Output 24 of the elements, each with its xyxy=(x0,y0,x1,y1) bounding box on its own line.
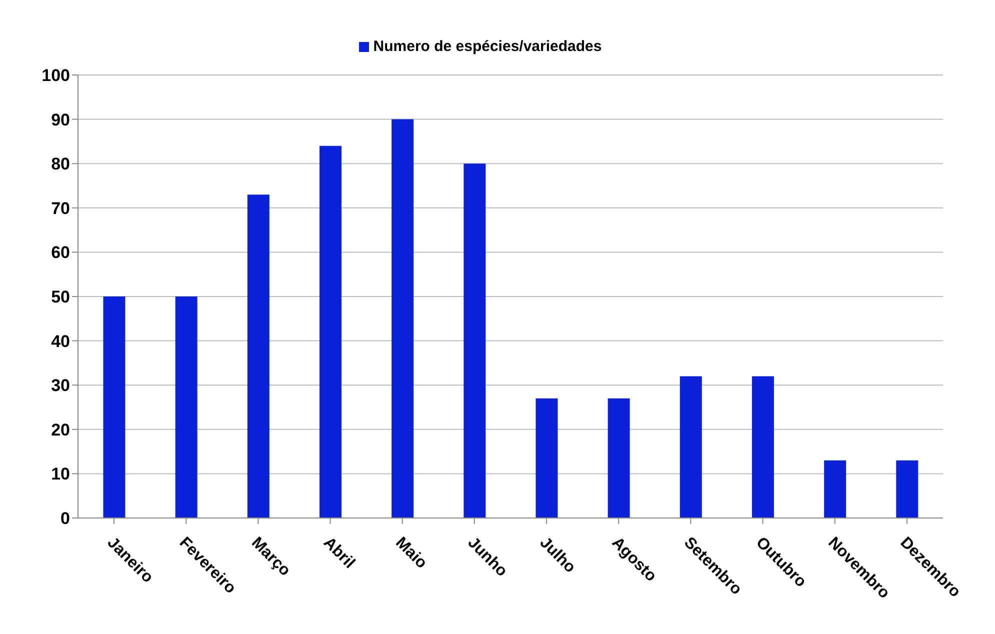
y-tick-label: 30 xyxy=(51,376,70,396)
y-tick-label: 50 xyxy=(51,288,70,307)
y-tick-label: 70 xyxy=(51,198,70,218)
y-tick-label: 20 xyxy=(51,420,70,440)
y-tick-label: 60 xyxy=(51,243,70,262)
y-tick-label: 40 xyxy=(51,332,70,351)
y-tick-label: 10 xyxy=(51,464,70,484)
bar xyxy=(319,146,342,518)
bar xyxy=(175,296,198,518)
bar xyxy=(103,296,126,518)
bar xyxy=(896,460,918,518)
bar xyxy=(536,398,558,518)
bar xyxy=(680,376,702,518)
bar xyxy=(608,398,630,518)
y-tick-label: 100 xyxy=(42,66,70,86)
y-tick-label: 0 xyxy=(60,509,70,528)
legend-label: Numero de espécies/variedades xyxy=(373,38,602,55)
y-tick-label: 90 xyxy=(51,110,70,130)
bar xyxy=(752,376,774,518)
bar xyxy=(464,164,486,518)
bar xyxy=(392,119,414,518)
y-tick-label: 80 xyxy=(51,154,70,174)
bar xyxy=(247,194,270,518)
bar xyxy=(824,460,846,518)
